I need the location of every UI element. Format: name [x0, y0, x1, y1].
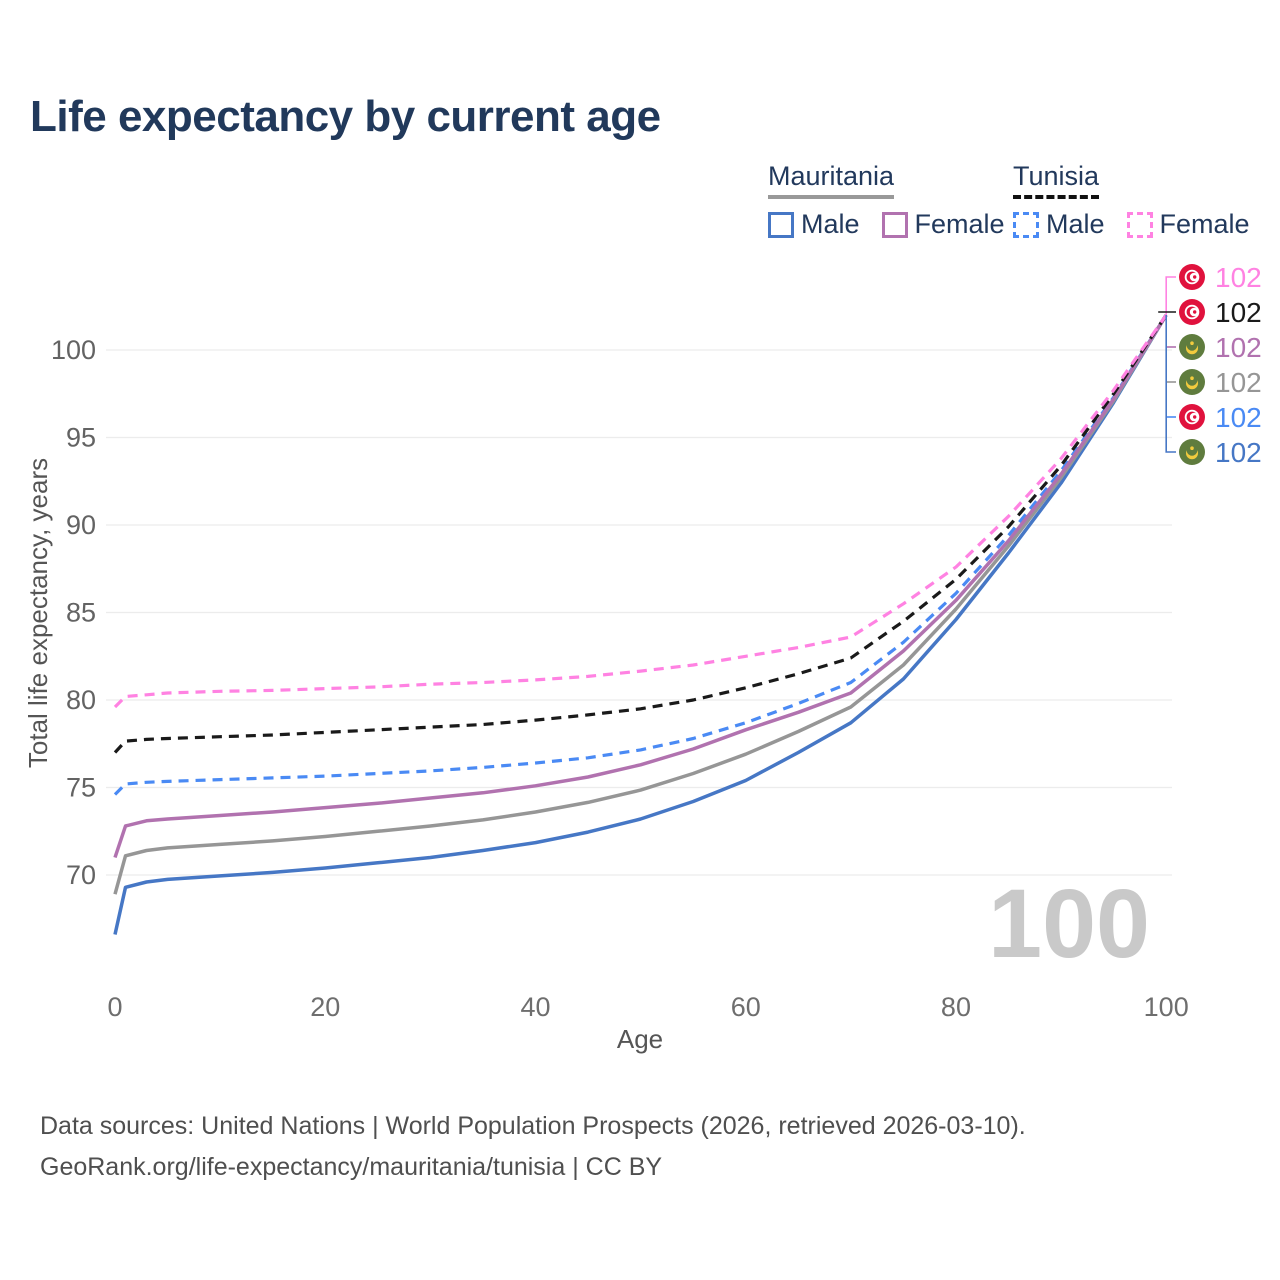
- legend-group-title-tunisia: Tunisia: [1013, 161, 1100, 199]
- legend-item-tunisia-female[interactable]: Female: [1126, 209, 1250, 240]
- series-line-tunisia-male: [113, 314, 1168, 796]
- x-tick-label: 100: [1144, 992, 1189, 1022]
- end-value-label-mauritania-male: 102: [1215, 437, 1262, 468]
- end-value-label-tunisia-both: 102: [1215, 297, 1262, 328]
- y-tick-label: 70: [66, 860, 96, 890]
- y-tick-labels: 70 75 80 85 90 95 100: [51, 335, 96, 890]
- legend: Mauritania Male Female Tunisia Male Fema…: [0, 0, 1280, 250]
- x-tick-label: 20: [310, 992, 340, 1022]
- series-line-tunisia-both: [113, 314, 1168, 754]
- end-value-label-mauritania-female: 102: [1215, 332, 1262, 363]
- x-axis-title: Age: [617, 1024, 663, 1054]
- series-line-mauritania-female: [113, 314, 1168, 859]
- tunisia-flag-icon: [1179, 404, 1205, 430]
- legend-item-mauritania-female[interactable]: Female: [881, 209, 1005, 240]
- solid-line-swatch-icon: [881, 211, 908, 238]
- solid-line-swatch-icon: [768, 211, 794, 238]
- series-lines: [113, 314, 1168, 935]
- legend-item-tunisia-male[interactable]: Male: [1013, 209, 1105, 240]
- legend-item-label: Male: [1046, 209, 1105, 239]
- gridlines: [106, 349, 1172, 876]
- end-value-label-mauritania-both: 102: [1215, 367, 1262, 398]
- y-tick-label: 100: [51, 335, 96, 365]
- y-tick-label: 80: [66, 685, 96, 715]
- mauritania-flag-icon: [1179, 439, 1205, 465]
- legend-item-mauritania-male[interactable]: Male: [768, 209, 860, 240]
- series-line-mauritania-male: [113, 314, 1168, 935]
- x-tick-label: 80: [941, 992, 971, 1022]
- data-source-line1: Data sources: United Nations | World Pop…: [40, 1112, 1026, 1140]
- x-tick-label: 60: [731, 992, 761, 1022]
- tunisia-flag-icon: [1179, 264, 1205, 290]
- x-tick-label: 0: [107, 992, 122, 1022]
- dashed-line-swatch-icon: [1013, 211, 1039, 238]
- legend-item-label: Male: [801, 209, 860, 239]
- series-line-tunisia-female: [113, 314, 1168, 709]
- dashed-line-swatch-icon: [1126, 211, 1153, 238]
- leader-line-mauritania-male: [1165, 315, 1176, 453]
- x-tick-label: 40: [520, 992, 550, 1022]
- leader-line-tunisia-female: [1165, 276, 1176, 315]
- data-source-line2: GeoRank.org/life-expectancy/mauritania/t…: [40, 1153, 663, 1181]
- legend-item-label: Female: [1159, 209, 1250, 239]
- end-value-rows: 102 102 102 102 102 102: [1179, 262, 1262, 468]
- y-tick-label: 75: [66, 773, 96, 803]
- page-title: Life expectancy by current age: [30, 92, 661, 141]
- legend-group-mauritania: Mauritania Male Female: [768, 161, 1005, 240]
- y-tick-label: 90: [66, 510, 96, 540]
- legend-group-title-mauritania: Mauritania: [768, 161, 895, 199]
- x-tick-labels: 0 20 40 60 80 100: [107, 992, 1188, 1022]
- end-value-label-tunisia-female: 102: [1215, 262, 1262, 293]
- data-source-note: Data sources: United Nations | World Pop…: [40, 1106, 1240, 1188]
- watermark-age-counter: 100: [988, 869, 1150, 978]
- legend-group-tunisia: Tunisia Male Female: [1013, 161, 1250, 240]
- y-tick-label: 95: [66, 423, 96, 453]
- mauritania-flag-icon: [1179, 369, 1205, 395]
- end-value-label-tunisia-male: 102: [1215, 402, 1262, 433]
- y-tick-label: 85: [66, 598, 96, 628]
- leader-lines: [1158, 276, 1176, 453]
- mauritania-flag-icon: [1179, 334, 1205, 360]
- y-axis-title: Total life expectancy, years: [23, 458, 53, 768]
- legend-item-label: Female: [914, 209, 1005, 239]
- series-line-mauritania-both: [113, 314, 1168, 895]
- tunisia-flag-icon: [1179, 299, 1205, 325]
